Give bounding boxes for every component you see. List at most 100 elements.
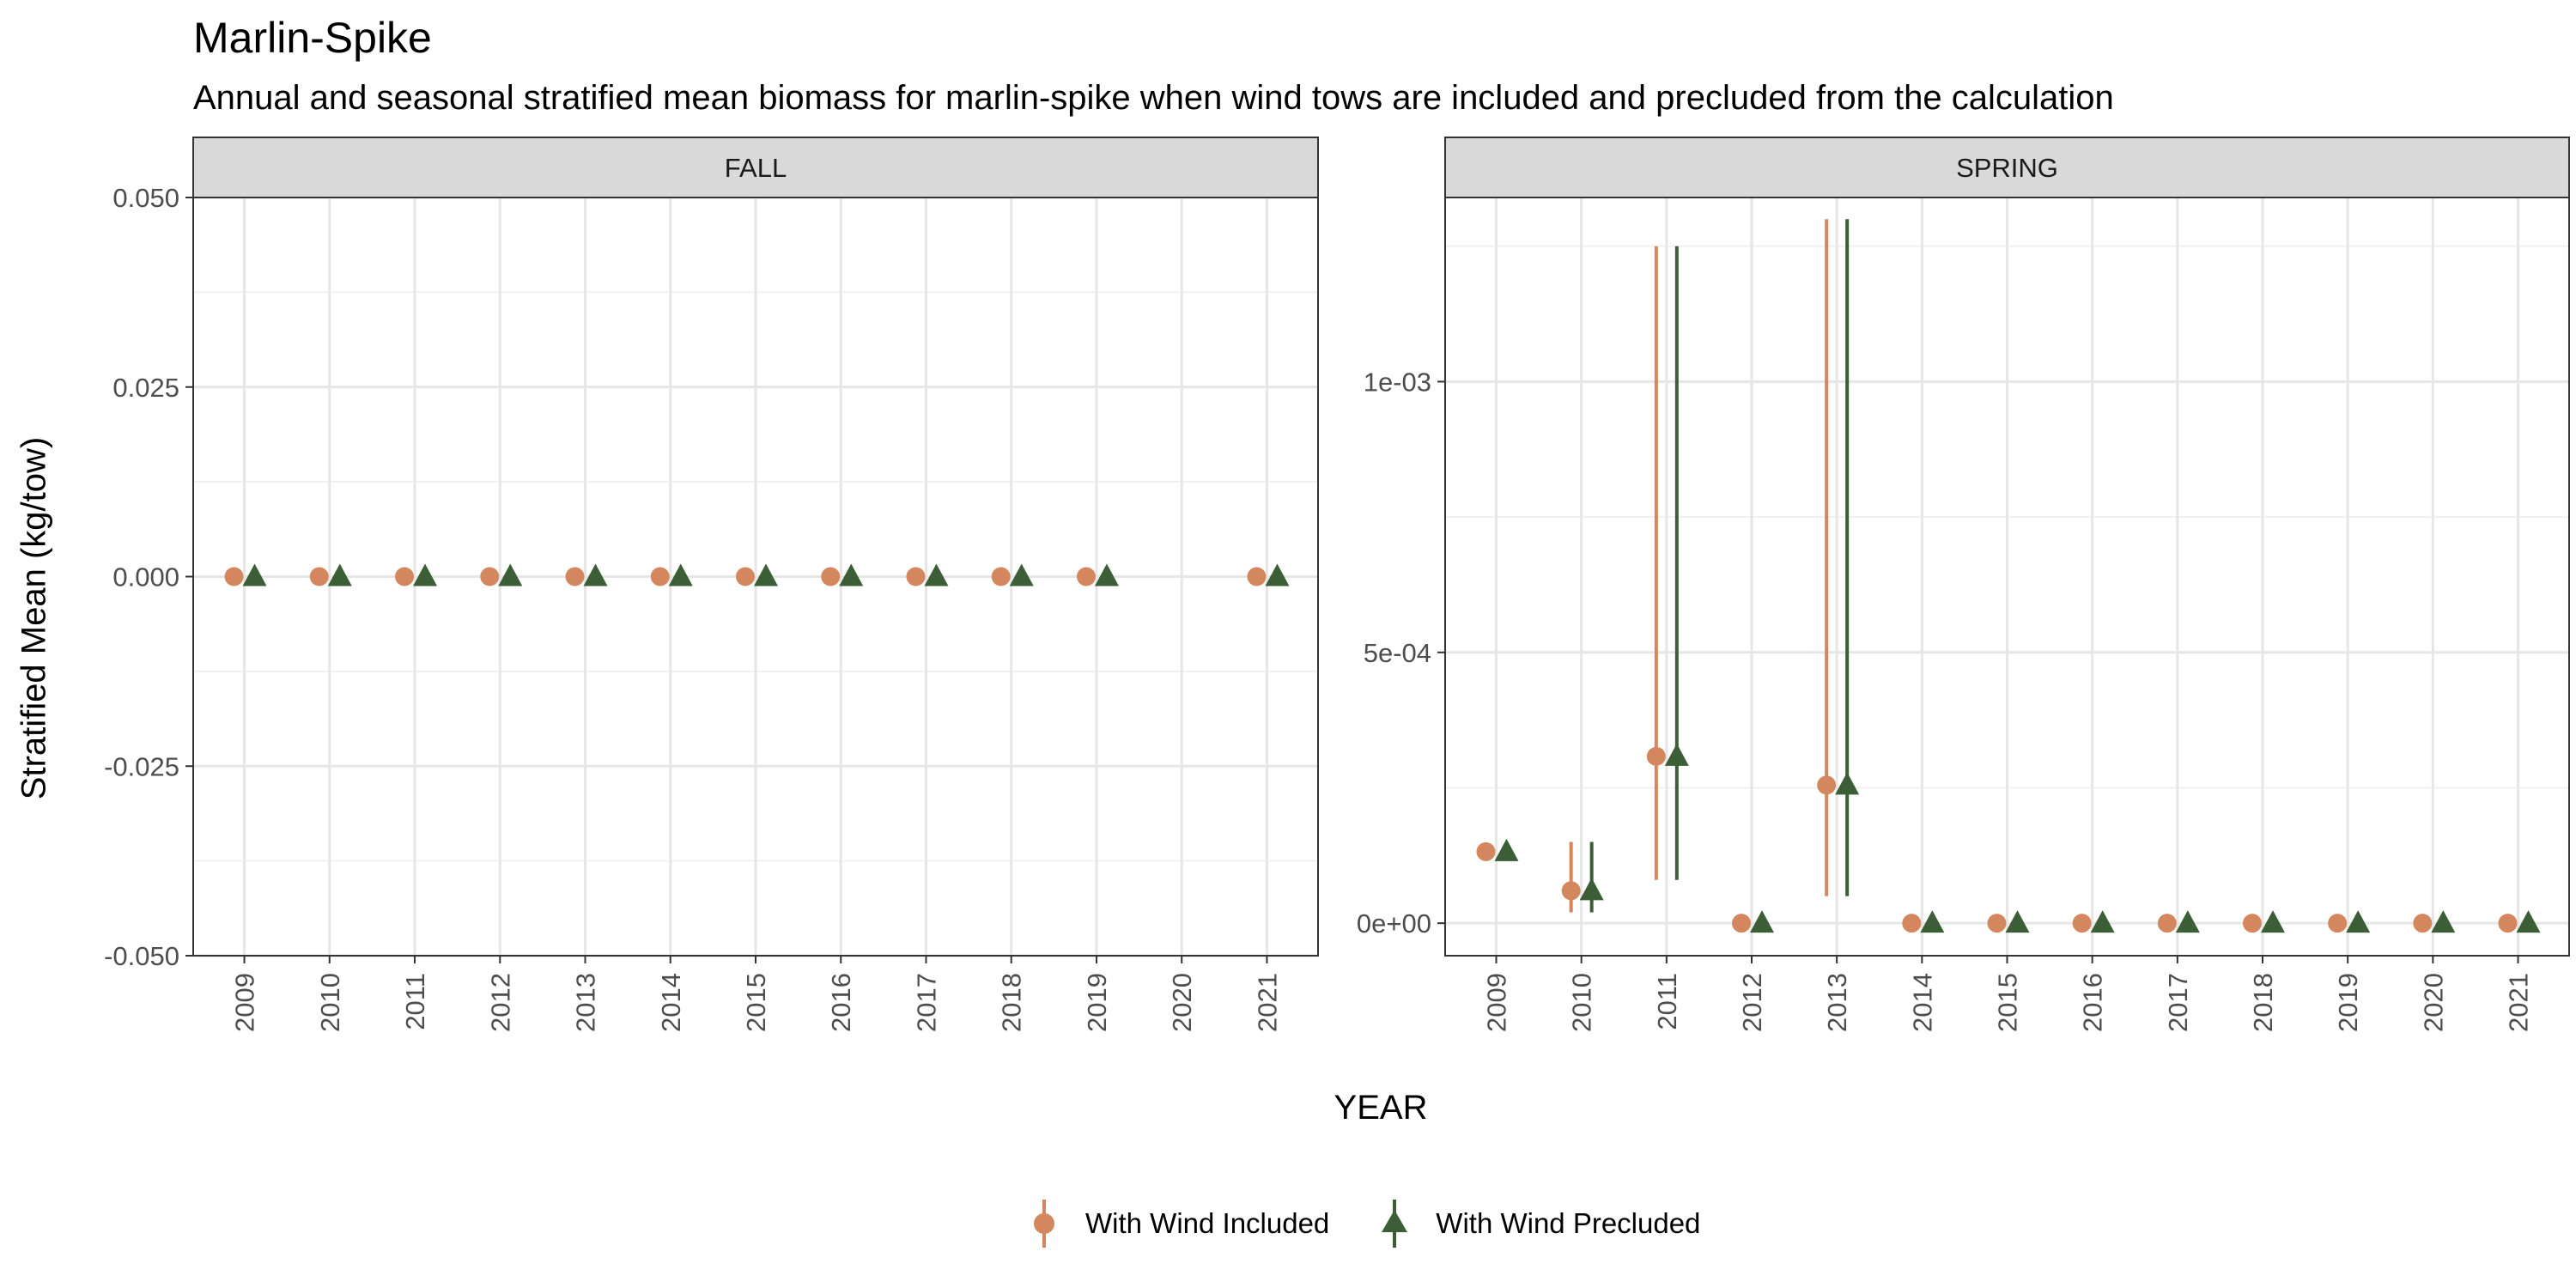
data-point-spring: [1664, 743, 1689, 766]
data-point-fall: [991, 567, 1011, 586]
legend-key-triangle-icon: [1382, 1200, 1408, 1248]
data-point-fall: [1094, 563, 1119, 586]
y-tick-label-fall: 0.025: [112, 373, 179, 403]
x-tick-label-fall: 2017: [911, 973, 941, 1032]
x-tick-label-spring: 2021: [2504, 973, 2534, 1032]
data-point-fall: [413, 563, 438, 586]
data-point-fall: [395, 567, 415, 586]
legend-label-precluded: With Wind Precluded: [1436, 1207, 1701, 1239]
x-tick-label-fall: 2019: [1082, 973, 1112, 1032]
x-axis-label: YEAR: [1334, 1089, 1428, 1127]
x-tick-label-spring: 2020: [2418, 973, 2448, 1032]
data-point-fall: [754, 563, 778, 586]
x-tick-label-spring: 2018: [2248, 973, 2278, 1032]
x-tick-label-fall: 2012: [485, 973, 515, 1032]
data-point-fall: [736, 567, 755, 586]
data-point-spring: [1494, 838, 1519, 861]
chart-legend: With Wind Included With Wind Precluded: [1013, 1189, 1735, 1258]
data-point-spring: [1646, 746, 1666, 766]
x-tick-label-spring: 2009: [1482, 973, 1512, 1032]
strip-background-spring: [1444, 137, 2570, 198]
data-point-spring: [1476, 841, 1496, 861]
data-point-fall: [821, 567, 841, 586]
data-point-spring: [2498, 914, 2518, 933]
y-tick-label-spring: 5e-04: [1364, 638, 1431, 668]
data-point-spring: [2175, 910, 2200, 933]
data-point-spring: [1579, 878, 1604, 901]
x-tick-label-fall: 2016: [826, 973, 856, 1032]
data-point-fall: [1076, 567, 1096, 586]
data-point-spring: [1817, 775, 1837, 795]
data-point-spring: [2431, 910, 2456, 933]
data-point-spring: [2157, 914, 2177, 933]
data-point-spring: [2090, 910, 2115, 933]
data-point-spring: [1920, 910, 1945, 933]
data-point-fall: [1009, 563, 1034, 586]
legend-item-precluded: With Wind Precluded: [1364, 1193, 1700, 1255]
data-point-spring: [2516, 910, 2541, 933]
data-point-fall: [327, 563, 352, 586]
data-point-fall: [583, 563, 608, 586]
data-point-spring: [1732, 914, 1751, 933]
y-tick-label-fall: -0.050: [104, 941, 179, 971]
x-tick-label-fall: 2020: [1167, 973, 1197, 1032]
data-point-fall: [924, 563, 949, 586]
data-point-fall: [1265, 563, 1290, 586]
x-tick-label-spring: 2012: [1737, 973, 1767, 1032]
x-tick-label-spring: 2016: [2078, 973, 2108, 1032]
data-point-spring: [1561, 881, 1581, 901]
x-tick-label-spring: 2011: [1652, 973, 1682, 1030]
x-tick-label-fall: 2018: [997, 973, 1027, 1032]
data-point-fall: [498, 563, 523, 586]
y-tick-label-fall: 0.000: [112, 562, 179, 592]
x-tick-label-fall: 2013: [571, 973, 601, 1032]
data-point-spring: [2243, 914, 2262, 933]
data-point-spring: [2328, 914, 2348, 933]
data-point-fall: [480, 567, 500, 586]
strip-label-spring: SPRING: [1956, 153, 2058, 183]
data-point-fall: [242, 563, 267, 586]
x-tick-label-spring: 2014: [1907, 973, 1937, 1032]
data-point-spring: [1835, 772, 1860, 795]
legend-item-included: With Wind Included: [1013, 1193, 1329, 1255]
strip-background-fall: [192, 137, 1319, 198]
y-axis-label: Stratified Mean (kg/tow): [15, 436, 53, 800]
y-tick-label-spring: 1e-03: [1364, 367, 1431, 397]
data-point-fall: [565, 567, 585, 586]
x-tick-label-fall: 2014: [656, 973, 686, 1032]
x-tick-label-spring: 2010: [1567, 973, 1597, 1032]
legend-label-included: With Wind Included: [1085, 1207, 1330, 1239]
x-tick-label-spring: 2017: [2163, 973, 2193, 1032]
data-point-spring: [2413, 914, 2433, 933]
data-point-spring: [1902, 914, 1922, 933]
data-point-spring: [2005, 910, 2030, 933]
chart-title: Marlin-Spike: [193, 14, 432, 62]
data-point-spring: [1750, 910, 1774, 933]
data-point-fall: [839, 563, 864, 586]
x-tick-label-spring: 2015: [1993, 973, 2023, 1032]
strip-label-fall: FALL: [725, 153, 787, 183]
x-tick-label-fall: 2011: [400, 973, 430, 1030]
x-tick-label-fall: 2021: [1252, 973, 1282, 1032]
data-point-spring: [2346, 910, 2371, 933]
data-point-fall: [650, 567, 670, 586]
x-tick-label-fall: 2015: [741, 973, 771, 1032]
data-point-fall: [906, 567, 926, 586]
y-tick-label-fall: -0.025: [104, 751, 179, 781]
data-point-spring: [1987, 914, 2007, 933]
data-point-fall: [668, 563, 693, 586]
x-tick-label-fall: 2009: [230, 973, 260, 1032]
x-tick-label-spring: 2013: [1822, 973, 1852, 1032]
data-point-fall: [1247, 567, 1267, 586]
data-point-fall: [309, 567, 329, 586]
legend-key-circle-icon: [1034, 1200, 1054, 1248]
data-point-spring: [2072, 914, 2092, 933]
y-tick-label-spring: 0e+00: [1357, 908, 1431, 939]
data-point-fall: [224, 567, 244, 586]
chart-subtitle: Annual and seasonal stratified mean biom…: [193, 79, 2114, 117]
y-tick-label-fall: 0.050: [112, 183, 179, 213]
x-tick-label-fall: 2010: [315, 973, 345, 1032]
data-point-spring: [2261, 910, 2285, 933]
